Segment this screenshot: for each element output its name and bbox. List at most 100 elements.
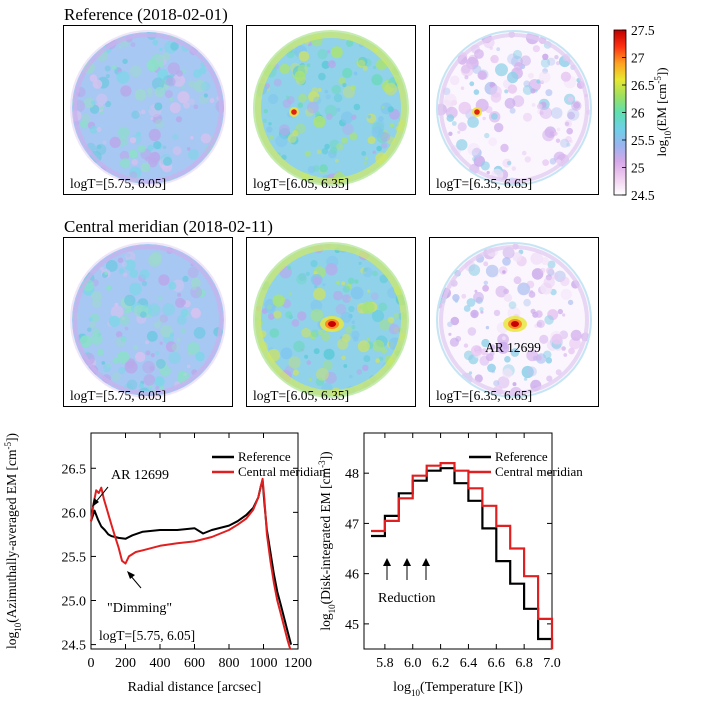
- texture-speck: [378, 356, 384, 361]
- texture-speck: [272, 294, 285, 307]
- active-region-core: [474, 109, 480, 115]
- texture-speck: [139, 269, 150, 279]
- texture-speck: [286, 95, 290, 99]
- texture-speck: [126, 379, 138, 391]
- legend-label: Reference: [495, 449, 548, 464]
- annotation-dimming: "Dimming": [107, 601, 172, 616]
- y-tick-label: 47: [345, 517, 359, 532]
- panel-temperature-label: logT=[5.75, 6.05]: [70, 176, 167, 191]
- texture-speck: [486, 170, 490, 175]
- texture-speck: [155, 351, 160, 356]
- texture-speck: [560, 71, 571, 82]
- x-axis-label: log10(Temperature [K]): [393, 680, 523, 698]
- texture-speck: [183, 101, 190, 109]
- texture-speck: [101, 361, 106, 365]
- texture-speck: [288, 356, 301, 369]
- texture-speck: [335, 158, 339, 163]
- texture-speck: [337, 338, 349, 350]
- texture-speck: [308, 91, 320, 103]
- texture-speck: [560, 138, 570, 148]
- texture-speck: [482, 284, 489, 292]
- texture-speck: [268, 313, 275, 320]
- texture-speck: [375, 358, 380, 363]
- texture-speck: [169, 97, 174, 102]
- texture-speck: [310, 260, 318, 268]
- x-tick-label: 6.0: [404, 656, 422, 671]
- texture-speck: [122, 58, 128, 64]
- texture-speck: [381, 142, 388, 149]
- texture-speck: [163, 156, 172, 166]
- texture-speck: [557, 308, 563, 315]
- texture-speck: [145, 156, 151, 162]
- texture-speck: [203, 93, 208, 98]
- texture-speck: [325, 94, 331, 100]
- texture-speck: [485, 353, 494, 362]
- texture-speck: [479, 307, 484, 312]
- texture-speck: [162, 52, 171, 61]
- texture-speck: [136, 131, 141, 137]
- y-tick-label: 24.5: [62, 639, 87, 654]
- texture-speck: [200, 133, 211, 144]
- texture-speck: [285, 311, 293, 319]
- limb-brightening: [255, 32, 407, 184]
- ar-12699-label: AR 12699: [485, 340, 541, 355]
- texture-speck: [343, 364, 348, 368]
- texture-speck: [150, 353, 155, 358]
- texture-speck: [155, 358, 166, 369]
- texture-speck: [199, 67, 207, 75]
- texture-speck: [280, 347, 293, 360]
- texture-speck: [119, 158, 131, 169]
- texture-speck: [282, 99, 292, 108]
- texture-speck: [295, 123, 306, 134]
- texture-speck: [106, 285, 112, 291]
- texture-speck: [474, 147, 480, 153]
- texture-speck: [502, 336, 506, 341]
- texture-speck: [568, 347, 575, 355]
- texture-speck: [569, 140, 573, 144]
- solar-disk-image: [436, 242, 592, 398]
- annotation-ar-12699: AR 12699: [111, 468, 169, 483]
- x-tick-label: 1000: [250, 656, 278, 671]
- texture-speck: [104, 65, 111, 72]
- texture-speck: [540, 267, 546, 273]
- texture-speck: [314, 111, 320, 117]
- texture-speck: [523, 298, 531, 307]
- y-tick-label: 26.5: [62, 462, 87, 477]
- texture-speck: [311, 329, 319, 338]
- texture-speck: [186, 364, 191, 369]
- texture-speck: [472, 64, 482, 74]
- texture-speck: [507, 84, 518, 94]
- disk-background: [72, 244, 224, 396]
- texture-speck: [306, 360, 312, 365]
- texture-speck: [541, 257, 549, 265]
- texture-speck: [118, 126, 130, 139]
- texture-speck: [387, 316, 395, 324]
- texture-speck: [114, 302, 119, 307]
- texture-speck: [469, 81, 475, 87]
- panel-temperature-label: logT=[6.05, 6.35]: [253, 388, 350, 403]
- em-map-reference-warm: logT=[6.05, 6.35]: [246, 25, 416, 195]
- texture-speck: [542, 159, 549, 167]
- texture-speck: [297, 102, 303, 108]
- texture-speck: [333, 290, 343, 301]
- texture-speck: [456, 139, 468, 151]
- texture-speck: [446, 114, 455, 122]
- texture-speck: [124, 326, 129, 331]
- texture-speck: [480, 310, 484, 314]
- texture-speck: [463, 305, 471, 312]
- texture-speck: [155, 385, 160, 390]
- texture-speck: [567, 111, 575, 120]
- texture-speck: [297, 64, 309, 76]
- disk-texture: [438, 244, 590, 396]
- texture-speck: [356, 369, 363, 375]
- texture-speck: [331, 84, 341, 95]
- texture-speck: [84, 97, 95, 109]
- legend-label: Central meridian: [495, 464, 583, 479]
- texture-speck: [348, 305, 355, 313]
- texture-speck: [105, 260, 118, 272]
- texture-speck: [371, 126, 384, 138]
- colorbar-tick-label: 26: [631, 106, 645, 121]
- x-tick-label: 600: [184, 656, 205, 671]
- texture-speck: [154, 102, 163, 111]
